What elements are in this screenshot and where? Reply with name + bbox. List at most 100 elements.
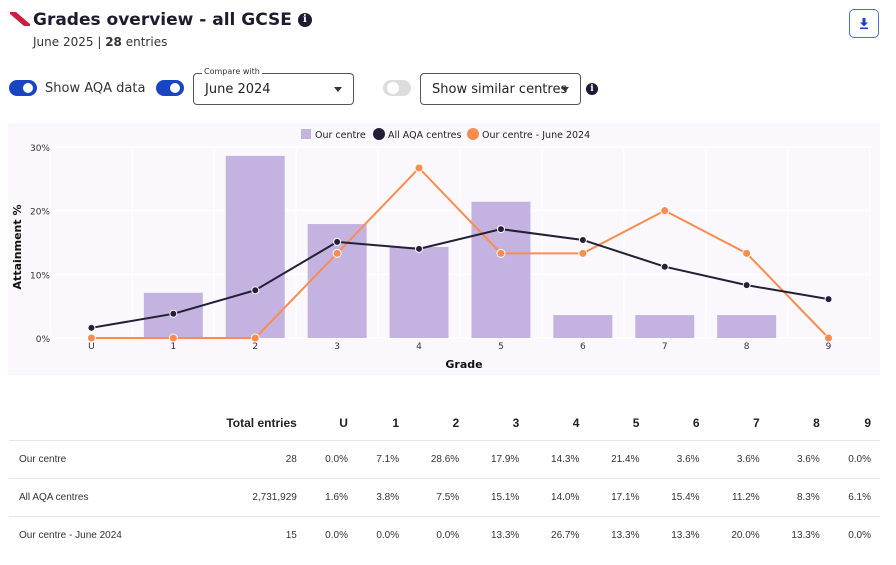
total-entries-cell: 28 [178,440,306,479]
download-icon [860,18,868,29]
point-all-aqa-centres [496,225,505,234]
show-aqa-label: Show AQA data [45,81,146,96]
point-our-centre-june-2024 [332,248,342,258]
entries-count: 28 [105,35,122,49]
grade-percent-cell: 17.1% [588,478,649,517]
y-axis-label: Attainment % [11,205,24,290]
legend-our-centre[interactable]: Our centre [301,129,366,141]
grade-percent-cell: 0.0% [828,440,880,479]
point-all-aqa-centres [415,244,424,253]
point-our-centre-june-2024 [168,333,178,343]
grade-percent-cell: 13.3% [791,530,820,541]
info-icon[interactable]: i [586,83,598,95]
point-all-aqa-centres [578,235,587,244]
similar-centres-value: Show similar centres [432,82,568,97]
point-all-aqa-centres [87,323,96,332]
grade-percent-cell: 13.3% [490,530,520,541]
table-header-empty [9,405,178,441]
grade-percent-cell: 13.3% [611,530,640,541]
grade-percent-cell: 0.0% [436,530,460,541]
y-tick-label: 10% [30,271,50,281]
grade-percent-cell: 3.6% [648,440,709,479]
bar-our-centre [389,246,449,338]
line-series [86,163,834,343]
table-row: Our centre 28 0.0% 7.1% 28.6% 17.9% 14.3% 21.4%… [9,440,880,479]
x-tick-label: 6 [580,342,586,352]
legend-all-aqa-centres[interactable]: All AQA centres [373,128,461,141]
point-all-aqa-centres [333,237,342,246]
point-our-centre-june-2024 [578,248,588,258]
y-axis: 0% 10% 20% 30% [30,144,50,345]
row-label: Our centre [9,440,178,479]
table-header-cell: 3 [468,405,529,441]
page-title-text: Grades overview - all GCSE [33,10,292,30]
info-icon[interactable]: i [297,13,312,27]
point-all-aqa-centres [660,262,669,271]
grade-percent-cell: 15.1% [468,478,529,517]
table-header-cell: 2 [408,405,469,441]
grade-percent-cell: 7.1% [356,440,409,479]
point-all-aqa-centres [169,309,178,318]
grades-table: Total entries U 1 2 3 4 5 6 7 8 9 Our centre 28 0.0%… [9,405,880,554]
point-our-centre-june-2024 [86,333,96,343]
entries-label: entries [125,35,168,49]
x-tick-label: 8 [744,342,750,352]
point-all-aqa-centres [742,281,751,290]
table-header-cell: 5 [588,405,649,441]
table-header-cell: 4 [528,405,589,441]
grade-percent-cell: 3.8% [356,478,409,517]
table-header-cell: 7 [708,405,769,441]
grade-percent-cell: 1.6% [305,478,357,517]
legend-swatch-square [301,129,311,139]
y-tick-label: 30% [30,144,50,154]
row-label: Our centre - June 2024 [19,530,122,541]
table-header-cell: U [305,405,357,441]
separator: | [97,35,102,49]
similar-centres-select[interactable]: Show similar centres [420,73,581,105]
compare-toggle[interactable] [156,80,184,96]
y-tick-label: 0% [36,335,51,345]
total-entries-cell: 2,731,929 [178,478,306,517]
legend-label: Our centre [315,130,366,141]
download-button[interactable] [849,9,879,38]
toggle-knob [170,83,180,93]
point-our-centre-june-2024 [414,163,424,173]
x-tick-label: 7 [662,342,668,352]
chart-legend: Our centre All AQA centres Our centre - Ju… [301,128,590,141]
show-aqa-toggle[interactable] [9,80,37,96]
bar-series-our-centre [143,155,777,338]
row-label: All AQA centres [9,478,178,517]
x-tick-label: 1 [170,342,176,352]
point-our-centre-june-2024 [250,333,260,343]
x-tick-label: 4 [416,342,422,352]
table-header-cell: 6 [648,405,709,441]
grade-percent-cell: 15.4% [648,478,709,517]
compare-with-select[interactable]: Compare with June 2024 [193,67,354,105]
grade-percent-cell: 0.0% [305,440,357,479]
compare-with-value: June 2024 [205,82,271,97]
x-axis-label: Grade [445,358,482,371]
legend-our-centre-june-2024[interactable]: Our centre - June 2024 [467,128,590,141]
x-axis: U 1 2 3 4 5 6 7 8 9 [88,342,832,352]
brand-logo-icon [10,12,30,26]
bar-our-centre [471,201,531,338]
bar-our-centre [553,315,613,338]
point-all-aqa-centres [824,295,833,304]
chart-svg: Our centre All AQA centres Our centre - Ju… [11,128,872,371]
line-our-centre-june-2024 [91,166,830,339]
table-body: Our centre 28 0.0% 7.1% 28.6% 17.9% 14.3% 21.4%… [9,440,880,555]
table-header-cell: Total entries [178,405,306,441]
toggle-knob [23,83,33,93]
table-row: Our centre - June 2024 15 0.0% 0.0% 0.0% 13.3… [9,517,880,555]
grade-percent-cell: 13.3% [671,530,700,541]
page-subtitle: June 2025 | 28 entries [33,35,167,49]
legend-label: Our centre - June 2024 [482,130,590,141]
grade-percent-cell: 3.6% [768,440,829,479]
x-tick-label: U [88,342,95,352]
x-tick-label: 3 [334,342,340,352]
similar-centres-toggle[interactable] [383,80,411,96]
line-all-aqa-centres [91,228,829,329]
grade-percent-cell: 0.0% [848,530,871,541]
chart-grid [49,146,872,339]
legend-swatch-circle [373,128,385,140]
